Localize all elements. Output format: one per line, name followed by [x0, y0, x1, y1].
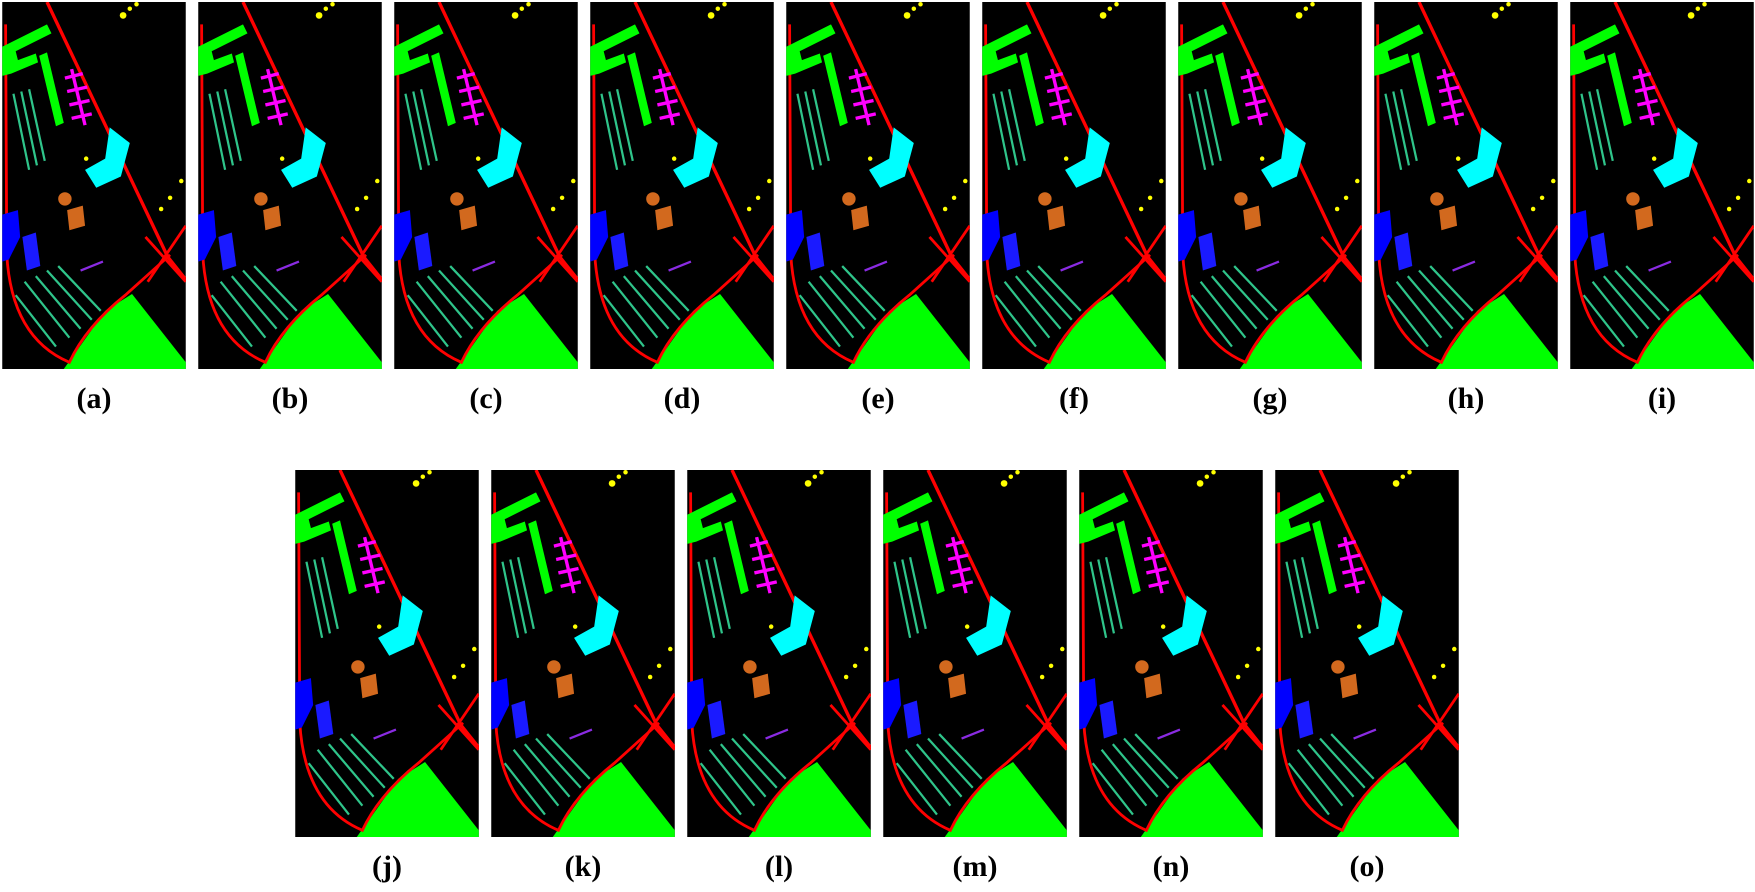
classification-map	[1275, 470, 1459, 837]
classification-map	[1079, 470, 1263, 837]
classification-map	[1178, 2, 1362, 369]
panel-label: (d)	[664, 382, 701, 415]
classification-map	[295, 470, 479, 837]
panel-label: (b)	[272, 382, 309, 415]
classification-map	[883, 470, 1067, 837]
panel-label: (k)	[565, 850, 602, 883]
panel-label: (g)	[1253, 382, 1288, 415]
panel-label: (c)	[469, 382, 502, 415]
panel-label: (f)	[1059, 382, 1089, 415]
panel-label: (a)	[77, 382, 112, 415]
classification-map	[687, 470, 871, 837]
classification-map	[590, 2, 774, 369]
panel-label: (o)	[1350, 850, 1385, 883]
classification-map	[394, 2, 578, 369]
classification-map	[1374, 2, 1558, 369]
panel-label: (l)	[765, 850, 793, 883]
classification-map	[491, 470, 675, 837]
classification-map	[1570, 2, 1754, 369]
panel-label: (j)	[372, 850, 402, 883]
panel-label: (h)	[1448, 382, 1485, 415]
panel-label: (m)	[953, 850, 998, 883]
classification-map	[982, 2, 1166, 369]
panel-label: (n)	[1153, 850, 1190, 883]
classification-map	[198, 2, 382, 369]
classification-map	[786, 2, 970, 369]
panel-label: (e)	[861, 382, 894, 415]
classification-map	[2, 2, 186, 369]
panel-label: (i)	[1648, 382, 1676, 415]
